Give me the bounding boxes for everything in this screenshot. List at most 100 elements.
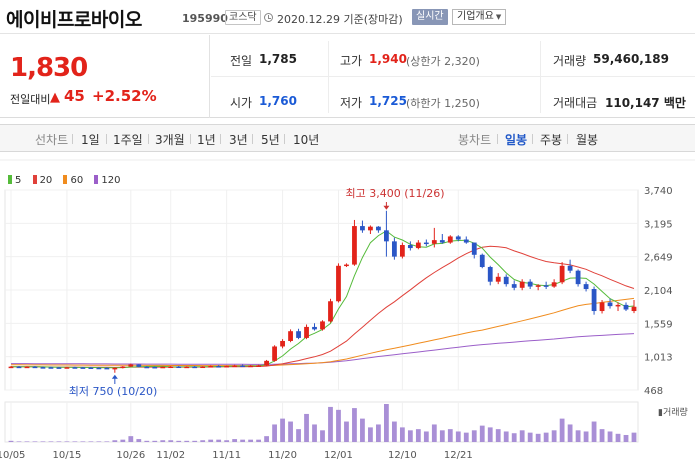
chart-grid	[0, 159, 695, 443]
line-chart-tab[interactable]: 선차트	[35, 133, 69, 147]
volume-bar	[296, 429, 301, 442]
candle-body	[88, 367, 94, 370]
tab-divider	[220, 134, 221, 144]
volume-bar	[463, 432, 469, 442]
volume-bar	[8, 440, 14, 442]
volume-bar	[272, 424, 277, 442]
y-tick-label: 2,104	[644, 286, 673, 297]
volume-bar	[24, 441, 30, 442]
tab-1w[interactable]: 1주일	[113, 133, 143, 147]
candle-body	[360, 226, 365, 231]
tab-monthly[interactable]: 월봉	[576, 133, 599, 147]
volume-bar	[16, 441, 22, 442]
volume-bar	[224, 440, 230, 442]
candle-body	[399, 245, 405, 257]
tab-1y[interactable]: 1년	[197, 133, 216, 147]
row-divider	[211, 76, 695, 77]
candle-body	[431, 240, 437, 244]
candle-body	[543, 285, 549, 287]
candle-body	[479, 254, 485, 268]
tab-3y[interactable]: 3년	[229, 133, 248, 147]
high-value: 1,940	[369, 52, 407, 66]
company-info-dropdown[interactable]: 기업개요 ▼	[452, 9, 507, 25]
x-tick-label: 10/26	[116, 450, 145, 461]
stock-code: 195990	[182, 12, 228, 25]
candle-body	[152, 366, 158, 369]
candle-body	[352, 226, 357, 265]
candle-body	[575, 270, 581, 285]
candle-body	[415, 242, 421, 249]
candle-body	[519, 281, 525, 288]
candles	[8, 210, 637, 373]
candle-body	[599, 302, 605, 312]
candle-body	[471, 242, 477, 255]
x-tick-label: 10/15	[52, 450, 81, 461]
candle-body	[336, 265, 341, 302]
candle-body	[487, 267, 493, 282]
volume-bar	[591, 421, 597, 442]
candle-body	[80, 367, 86, 369]
candle-chart-tab[interactable]: 봉차트	[458, 133, 492, 147]
amount-value: 110,147 백만	[605, 96, 686, 110]
candle-body	[32, 366, 38, 369]
candle-body	[48, 367, 54, 369]
candle-body	[16, 366, 22, 369]
plot-border	[4, 189, 639, 391]
volume-bar	[376, 424, 381, 442]
volume-bar	[384, 404, 389, 442]
base-date: 2020.12.29 기준(장마감)	[277, 13, 403, 26]
volume-bar	[176, 440, 182, 442]
volume-bar	[599, 429, 605, 442]
volume-bar	[240, 439, 246, 442]
candle-body	[8, 366, 14, 369]
chart-axes: 3,740 3,195 2,649 2,104 1,559 1,013 468 10/05 10…	[0, 186, 688, 461]
volume-bar	[623, 434, 629, 442]
low-annotation: 최저 750 (10/20)	[69, 385, 158, 398]
candle-body	[256, 365, 261, 367]
tab-weekly[interactable]: 주봉	[540, 133, 563, 147]
volume-bar	[431, 424, 437, 442]
volume-bars	[8, 404, 637, 442]
tab-daily[interactable]: 일봉	[505, 133, 528, 147]
candle-body	[567, 265, 573, 271]
candle-body	[272, 346, 277, 361]
y-tick-label: 1,013	[644, 353, 673, 364]
volume-bar	[112, 440, 118, 442]
volume-bar	[320, 430, 325, 442]
ma-legend: 5 20 60 120	[8, 175, 129, 186]
column-divider	[540, 41, 541, 113]
legend-ma60: 60	[63, 175, 83, 186]
volume-label: 거래량	[553, 54, 587, 68]
open-value: 1,760	[259, 94, 297, 108]
realtime-button[interactable]: 실시간	[412, 9, 448, 25]
volume-bar	[391, 421, 397, 442]
volume-bar	[144, 440, 150, 442]
high-label: 고가	[340, 54, 363, 68]
candle-body	[423, 242, 429, 245]
tab-10y[interactable]: 10년	[293, 133, 320, 147]
volume-bar	[96, 441, 102, 442]
tab-1d[interactable]: 1일	[81, 133, 100, 147]
stock-name: 에이비프로바이오	[6, 9, 142, 31]
candle-body	[447, 236, 453, 243]
candle-body	[559, 265, 565, 283]
change-label: 전일대비	[10, 93, 51, 106]
candle-body	[248, 365, 254, 368]
candle-body	[160, 366, 166, 369]
tab-3m[interactable]: 3개월	[155, 133, 185, 147]
tab-divider	[252, 134, 253, 144]
stock-header: 에이비프로바이오 195990 코스닥 2020.12.29 기준(장마감) 실…	[0, 0, 695, 34]
candle-body	[264, 360, 269, 366]
volume-bar	[160, 440, 166, 442]
candle-body	[72, 367, 78, 369]
y-tick-label: 3,740	[644, 186, 673, 197]
tab-5y[interactable]: 5년	[261, 133, 280, 147]
legend-ma120: 120	[94, 175, 121, 186]
x-tick-label: 12/21	[444, 450, 473, 461]
change-value: 45	[64, 87, 85, 105]
volume-bar	[328, 406, 333, 442]
candle-body	[328, 301, 333, 322]
volume-bar	[519, 430, 525, 442]
market-badge: 코스닥	[225, 10, 261, 25]
candle-body	[344, 264, 349, 267]
